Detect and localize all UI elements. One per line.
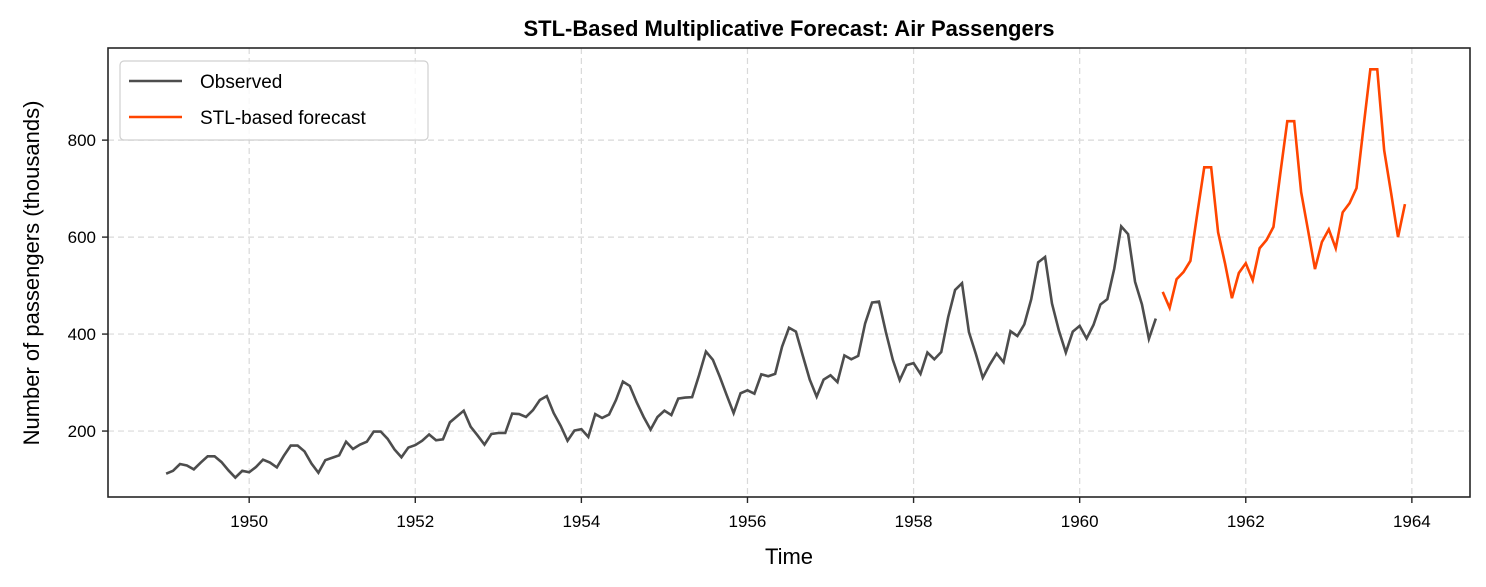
x-axis: 1950 1952 1954 1956 1958 1960 1962 1964 bbox=[230, 497, 1431, 531]
legend-label-observed: Observed bbox=[200, 72, 282, 93]
legend-label-forecast: STL-based forecast bbox=[200, 108, 367, 129]
y-tick-label: 600 bbox=[68, 228, 96, 247]
plot-frame bbox=[107, 47, 1471, 498]
x-tick-label: 1950 bbox=[230, 512, 268, 531]
y-axis-label: Number of passengers (thousands) bbox=[19, 101, 44, 446]
chart-title: STL-Based Multiplicative Forecast: Air P… bbox=[523, 16, 1054, 41]
x-tick-label: 1960 bbox=[1061, 512, 1099, 531]
grid bbox=[108, 48, 1470, 497]
series-group bbox=[165, 68, 1407, 480]
x-tick-label: 1956 bbox=[729, 512, 767, 531]
x-tick-label: 1962 bbox=[1227, 512, 1265, 531]
x-tick-label: 1952 bbox=[396, 512, 434, 531]
x-axis-label: Time bbox=[765, 544, 813, 569]
observed-line bbox=[165, 223, 1158, 480]
legend-box bbox=[119, 60, 429, 141]
y-tick-label: 400 bbox=[68, 325, 96, 344]
y-tick-label: 200 bbox=[68, 422, 96, 441]
y-tick-label: 800 bbox=[68, 131, 96, 150]
legend: Observed STL-based forecast bbox=[119, 60, 429, 141]
x-tick-label: 1958 bbox=[895, 512, 933, 531]
y-axis: 200 400 600 800 bbox=[68, 131, 108, 441]
x-tick-label: 1964 bbox=[1393, 512, 1431, 531]
forecast-line bbox=[1161, 68, 1407, 312]
x-tick-label: 1954 bbox=[562, 512, 600, 531]
